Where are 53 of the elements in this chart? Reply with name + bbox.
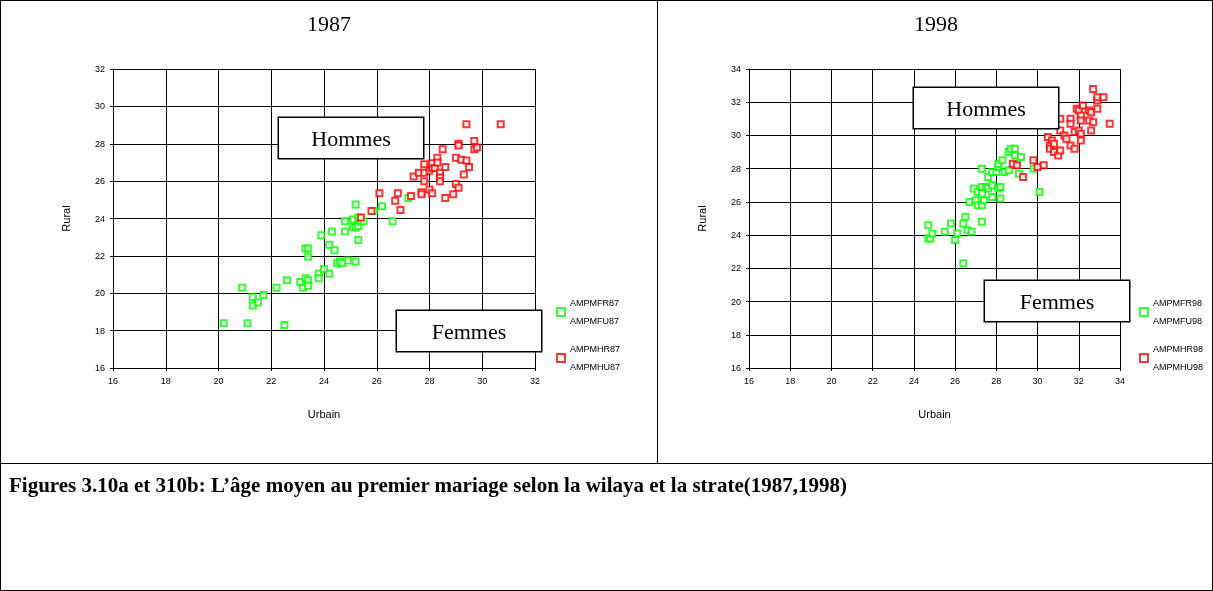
annotation: Femmes bbox=[1019, 288, 1095, 314]
y-axis-title: Rural bbox=[695, 205, 708, 232]
x-tick-label: 32 bbox=[529, 375, 541, 386]
y-tick-label: 24 bbox=[94, 213, 105, 224]
x-axis-title: Urbain bbox=[307, 407, 341, 420]
legend-label: AMPMFR87 AMPMFU87 bbox=[570, 298, 620, 326]
y-tick-label: 22 bbox=[730, 263, 741, 274]
legend-label: AMPMHR98 AMPMHU98 bbox=[1153, 344, 1204, 372]
x-axis-title: Urbain bbox=[918, 407, 951, 420]
x-tick-label: 24 bbox=[908, 375, 919, 386]
y-tick-label: 26 bbox=[94, 176, 105, 187]
x-tick-label: 18 bbox=[785, 375, 796, 386]
annotation: Hommes bbox=[946, 95, 1026, 121]
y-tick-label: 20 bbox=[730, 296, 741, 307]
y-tick-label: 16 bbox=[94, 363, 105, 373]
x-tick-label: 34 bbox=[1114, 375, 1126, 386]
y-tick-label: 34 bbox=[730, 64, 741, 74]
y-tick-label: 20 bbox=[94, 288, 105, 299]
y-tick-label: 26 bbox=[730, 196, 741, 207]
x-tick-label: 18 bbox=[160, 375, 171, 386]
x-tick-label: 20 bbox=[213, 375, 224, 386]
y-tick-label: 16 bbox=[730, 363, 741, 373]
x-tick-label: 22 bbox=[867, 375, 878, 386]
x-tick-label: 22 bbox=[266, 375, 277, 386]
x-tick-label: 32 bbox=[1073, 375, 1084, 386]
y-tick-label: 32 bbox=[730, 97, 741, 108]
x-tick-label: 24 bbox=[318, 375, 330, 386]
x-tick-label: 16 bbox=[107, 375, 119, 386]
y-tick-label: 24 bbox=[730, 230, 741, 241]
x-tick-label: 28 bbox=[424, 375, 435, 386]
x-tick-label: 16 bbox=[743, 375, 755, 386]
y-tick-label: 18 bbox=[94, 325, 105, 336]
legend-label: AMPMFR98 AMPMFU98 bbox=[1153, 298, 1203, 326]
y-tick-label: 32 bbox=[94, 64, 105, 74]
x-tick-label: 30 bbox=[477, 375, 488, 386]
y-axis-title: Rural bbox=[59, 205, 72, 232]
annotation: Femmes bbox=[431, 318, 507, 344]
y-tick-label: 18 bbox=[730, 329, 741, 340]
chart-title: 1987 bbox=[307, 10, 351, 36]
legend-label: AMPMHR87 AMPMHU87 bbox=[570, 344, 621, 372]
x-tick-label: 26 bbox=[950, 375, 961, 386]
y-tick-label: 30 bbox=[94, 101, 105, 112]
annotation: Hommes bbox=[311, 125, 391, 151]
text: Figures 3.10a et 310b: L’âge moyen au premier mariage selon la wilaya et la strate(1987,1998) bbox=[9, 472, 848, 498]
y-tick-label: 22 bbox=[94, 250, 105, 261]
y-tick-label: 28 bbox=[730, 163, 741, 174]
y-tick-label: 30 bbox=[730, 130, 741, 141]
x-tick-label: 30 bbox=[1032, 375, 1043, 386]
y-tick-label: 28 bbox=[94, 138, 105, 149]
x-tick-label: 28 bbox=[991, 375, 1002, 386]
chart-title: 1998 bbox=[914, 10, 958, 36]
x-tick-label: 20 bbox=[826, 375, 837, 386]
x-tick-label: 26 bbox=[371, 375, 382, 386]
